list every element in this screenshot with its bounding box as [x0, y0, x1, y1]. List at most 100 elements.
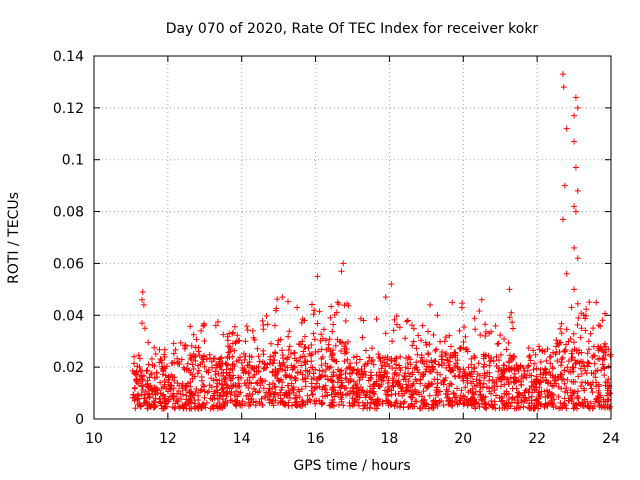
data-point	[209, 396, 216, 403]
data-point	[446, 332, 453, 339]
data-point	[414, 351, 421, 358]
data-point	[384, 392, 391, 399]
data-point	[488, 384, 495, 391]
data-point	[302, 333, 309, 340]
data-point	[403, 355, 410, 362]
data-point	[317, 374, 324, 381]
data-point	[346, 390, 353, 397]
data-point	[357, 374, 364, 381]
data-point	[493, 353, 500, 360]
data-point	[555, 393, 562, 400]
data-point	[285, 333, 292, 340]
data-point	[378, 377, 385, 384]
data-point	[145, 361, 152, 368]
data-point	[528, 382, 535, 389]
data-point	[324, 392, 331, 399]
data-point	[482, 394, 489, 401]
data-point	[409, 342, 416, 349]
data-point	[403, 381, 410, 388]
data-point	[564, 376, 571, 383]
data-point	[562, 388, 569, 395]
data-point	[482, 333, 489, 340]
data-point	[563, 341, 570, 348]
data-point	[131, 384, 138, 391]
data-point	[410, 338, 417, 345]
data-point	[249, 327, 256, 334]
data-point	[520, 403, 527, 410]
data-point	[481, 374, 488, 381]
data-point	[487, 358, 494, 365]
data-point	[174, 399, 181, 406]
data-point	[139, 288, 146, 295]
data-point	[256, 387, 263, 394]
data-point	[344, 356, 351, 363]
x-tick-label: 20	[454, 431, 472, 447]
data-point	[222, 376, 229, 383]
data-point	[433, 384, 440, 391]
data-point	[137, 402, 144, 409]
data-point	[555, 383, 562, 390]
data-point	[570, 339, 577, 346]
data-point	[427, 301, 434, 308]
data-point	[246, 379, 253, 386]
data-point	[208, 358, 215, 365]
data-point	[596, 403, 603, 410]
data-point	[376, 369, 383, 376]
data-point	[575, 373, 582, 380]
data-point	[446, 395, 453, 402]
data-point	[583, 306, 590, 313]
data-point	[135, 392, 142, 399]
data-point	[557, 399, 564, 406]
data-point	[333, 309, 340, 316]
data-point	[353, 384, 360, 391]
y-tick-label: 0.14	[53, 49, 84, 65]
data-point	[271, 383, 278, 390]
data-point	[171, 359, 178, 366]
data-point	[460, 401, 467, 408]
y-tick-label: 0.1	[62, 153, 84, 169]
data-point	[542, 401, 549, 408]
data-point	[320, 326, 327, 333]
data-point	[442, 334, 449, 341]
data-point	[334, 299, 341, 306]
data-point	[491, 401, 498, 408]
data-point	[366, 389, 373, 396]
data-point	[272, 397, 279, 404]
data-point	[130, 391, 137, 398]
data-point	[382, 330, 389, 337]
data-point	[527, 357, 534, 364]
data-point	[367, 369, 374, 376]
data-point	[547, 372, 554, 379]
data-point	[558, 320, 565, 327]
data-point	[248, 353, 255, 360]
data-point	[315, 348, 322, 355]
data-point	[326, 365, 333, 372]
data-point	[559, 71, 566, 78]
data-point	[554, 373, 561, 380]
data-point	[267, 356, 274, 363]
data-point	[146, 390, 153, 397]
data-point	[505, 339, 512, 346]
data-point	[590, 325, 597, 332]
data-point	[517, 363, 524, 370]
data-point	[570, 405, 577, 412]
data-point	[329, 351, 336, 358]
data-point	[321, 385, 328, 392]
data-point	[260, 351, 267, 358]
data-point	[153, 387, 160, 394]
data-point	[492, 322, 499, 329]
data-point	[224, 362, 231, 369]
data-point	[593, 299, 600, 306]
data-point	[314, 320, 321, 327]
data-point	[161, 378, 168, 385]
data-point	[543, 357, 550, 364]
data-point	[408, 387, 415, 394]
data-point	[399, 392, 406, 399]
data-point	[556, 348, 563, 355]
data-point	[460, 400, 467, 407]
data-point	[147, 404, 154, 411]
x-tick-label: 16	[307, 431, 325, 447]
data-point	[599, 317, 606, 324]
data-point	[550, 391, 557, 398]
data-point	[270, 402, 277, 409]
